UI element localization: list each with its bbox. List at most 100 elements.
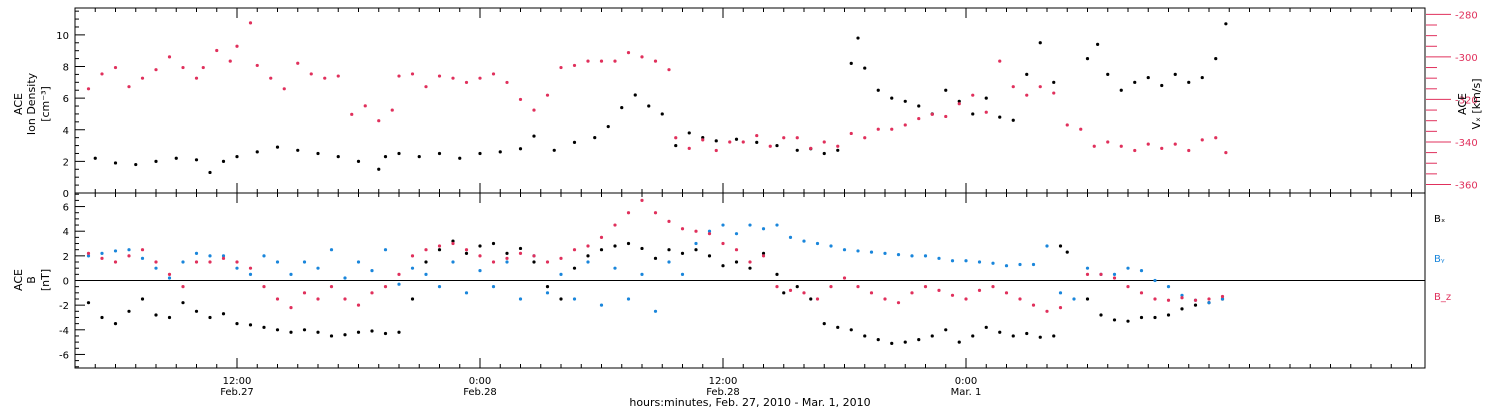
by-point: [788, 235, 793, 239]
bx-point: [748, 266, 752, 270]
vx-point: [194, 76, 199, 80]
top-data-points: [86, 21, 1228, 175]
by-point: [991, 261, 995, 265]
by-point: [383, 248, 388, 252]
y-tick-label: -2: [59, 301, 69, 312]
vx-point: [377, 119, 381, 123]
bx-point: [653, 256, 658, 260]
vx-point: [930, 112, 934, 116]
density-point: [235, 155, 239, 159]
density-point: [944, 88, 948, 92]
bx-point: [410, 297, 415, 301]
bz-point: [1099, 272, 1103, 276]
by-point: [248, 272, 253, 276]
vx-point: [437, 74, 442, 78]
vx-point: [1038, 85, 1042, 89]
y2-tick-label: -280: [1455, 10, 1478, 21]
top-y2label-line1: ACE: [1456, 93, 1469, 115]
density-point: [1187, 80, 1191, 84]
density-point: [1025, 72, 1029, 77]
bx-point: [559, 297, 563, 301]
bx-point: [383, 331, 388, 336]
density-point: [397, 151, 401, 156]
density-point: [1119, 88, 1123, 92]
by-point: [950, 259, 955, 263]
bz-point: [937, 288, 941, 292]
bx-point: [1180, 307, 1184, 311]
density-point: [336, 155, 340, 159]
bx-point: [1126, 319, 1130, 323]
y-tick-label: 2: [63, 252, 69, 263]
density-point: [255, 150, 259, 154]
by-point: [127, 248, 131, 252]
top-x-ticks: [74, 8, 1412, 193]
by-point: [343, 276, 347, 280]
bz-point: [1166, 298, 1171, 302]
top-y-ticks: 0 2 4 6 8 10: [56, 10, 85, 200]
bz-point: [329, 285, 334, 289]
bx-point: [356, 330, 361, 334]
bz-point: [910, 291, 914, 295]
bz-point: [572, 248, 577, 252]
by-point: [221, 254, 226, 258]
x-tick-label-time: 0:00: [469, 376, 491, 387]
bz-point: [1112, 276, 1117, 280]
by-point: [1004, 264, 1009, 268]
by-point: [1220, 297, 1225, 301]
bx-point: [167, 315, 172, 320]
bx-point: [194, 309, 199, 313]
density-point: [660, 112, 664, 116]
bx-point: [302, 328, 307, 332]
density-point: [795, 148, 799, 152]
density-point: [572, 140, 577, 145]
vx-point: [350, 112, 354, 116]
bz-point: [545, 260, 550, 264]
bz-point: [842, 276, 847, 280]
bz-point: [383, 285, 388, 289]
vx-point: [464, 80, 469, 85]
by-point: [1126, 266, 1130, 270]
top-y2label-line2: Vₓ [km/s]: [1470, 78, 1483, 129]
bz-point: [343, 297, 347, 301]
by-point: [829, 244, 833, 248]
bz-point: [208, 260, 212, 264]
vx-point: [755, 133, 759, 138]
x-tick-label-time: 12:00: [223, 376, 252, 387]
by-point: [410, 266, 415, 270]
vx-point: [167, 55, 172, 59]
vx-point: [296, 61, 300, 65]
bz-point: [1139, 291, 1144, 295]
vx-point: [269, 76, 273, 80]
density-point: [917, 104, 921, 108]
vx-point: [822, 140, 826, 144]
y-tick-label: -6: [59, 350, 69, 361]
bz-point: [1180, 296, 1184, 300]
by-point: [370, 269, 374, 273]
by-point: [883, 251, 887, 255]
vx-point: [478, 76, 482, 80]
bx-point: [316, 330, 320, 334]
bx-point: [1139, 315, 1144, 320]
vx-point: [1173, 142, 1177, 146]
by-point: [1058, 291, 1063, 295]
density-point: [1133, 80, 1137, 84]
density-point: [1106, 72, 1110, 77]
by-point: [329, 248, 334, 252]
vx-point: [903, 123, 907, 127]
vx-point: [640, 55, 644, 59]
bx-point: [586, 254, 590, 258]
density-point: [552, 148, 556, 152]
bz-point: [154, 260, 158, 264]
density-point: [971, 112, 975, 116]
vx-point: [890, 127, 894, 131]
density-point: [849, 61, 853, 65]
by-point: [86, 254, 91, 258]
bz-point: [451, 241, 455, 246]
bx-point: [863, 334, 867, 338]
vx-point: [559, 65, 563, 70]
bz-point: [788, 288, 793, 292]
by-point: [505, 260, 509, 264]
by-point: [1166, 285, 1171, 289]
by-point: [1207, 301, 1211, 305]
